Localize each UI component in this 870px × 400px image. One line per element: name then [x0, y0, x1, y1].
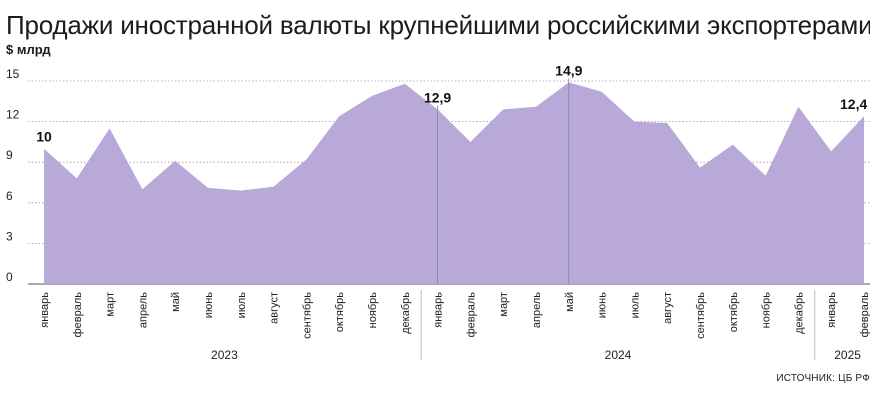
y-tick-label: 9 — [6, 148, 13, 162]
x-tick-label: июль — [629, 292, 641, 319]
area-series — [44, 82, 864, 285]
peak-markers — [437, 78, 570, 284]
year-labels: 2023 2024 2025 — [211, 290, 861, 362]
data-label: 14,9 — [555, 62, 582, 78]
x-tick-label: июль — [236, 292, 248, 319]
area-fill — [44, 82, 864, 285]
year-label: 2023 — [211, 348, 238, 362]
x-tick-label: ноябрь — [761, 292, 773, 329]
y-tick-label: 0 — [6, 270, 13, 284]
x-tick-label: сентябрь — [695, 292, 707, 339]
x-tick-label: ноябрь — [367, 292, 379, 329]
x-tick-label: декабрь — [400, 292, 412, 334]
x-tick-label: февраль — [72, 292, 84, 338]
data-label: 12,4 — [840, 96, 867, 112]
data-labels: 10 12,9 14,9 12,4 — [36, 62, 867, 144]
x-tick-label: август — [269, 292, 281, 324]
x-tick-label: октябрь — [334, 292, 346, 332]
x-tick-label: январь — [433, 292, 445, 328]
x-tick-label: апрель — [531, 292, 543, 328]
x-tick-label: июнь — [203, 292, 215, 318]
x-tick-labels: январь февраль март апрель май июнь июль август… — [39, 292, 870, 339]
data-label: 12,9 — [424, 89, 451, 105]
year-label: 2025 — [834, 348, 861, 362]
x-tick-label: декабрь — [793, 292, 805, 334]
y-tick-label: 3 — [6, 229, 13, 243]
source-note: ИСТОЧНИК: ЦБ РФ — [776, 373, 870, 384]
data-label: 10 — [36, 129, 52, 145]
y-axis-unit: $ млрд — [6, 42, 51, 57]
x-tick-label: февраль — [859, 292, 870, 338]
x-tick-label: сентябрь — [301, 292, 313, 339]
year-label: 2024 — [605, 348, 632, 362]
x-tick-label: январь — [826, 292, 838, 328]
x-tick-label: июнь — [597, 292, 609, 318]
x-tick-label: январь — [39, 292, 51, 328]
x-tick-label: март — [105, 292, 117, 317]
x-tick-label: август — [662, 292, 674, 324]
chart-title: Продажи иностранной валюты крупнейшими р… — [6, 10, 870, 40]
y-tick-label: 15 — [6, 67, 20, 81]
x-tick-label: октябрь — [728, 292, 740, 332]
x-tick-label: апрель — [137, 292, 149, 328]
y-tick-labels: 0 3 6 9 12 15 — [6, 67, 20, 284]
x-tick-label: май — [170, 292, 182, 312]
y-tick-label: 6 — [6, 189, 13, 203]
y-tick-label: 12 — [6, 108, 20, 122]
x-tick-label: май — [564, 292, 576, 312]
x-tick-label: февраль — [465, 292, 477, 338]
x-tick-label: март — [498, 292, 510, 317]
